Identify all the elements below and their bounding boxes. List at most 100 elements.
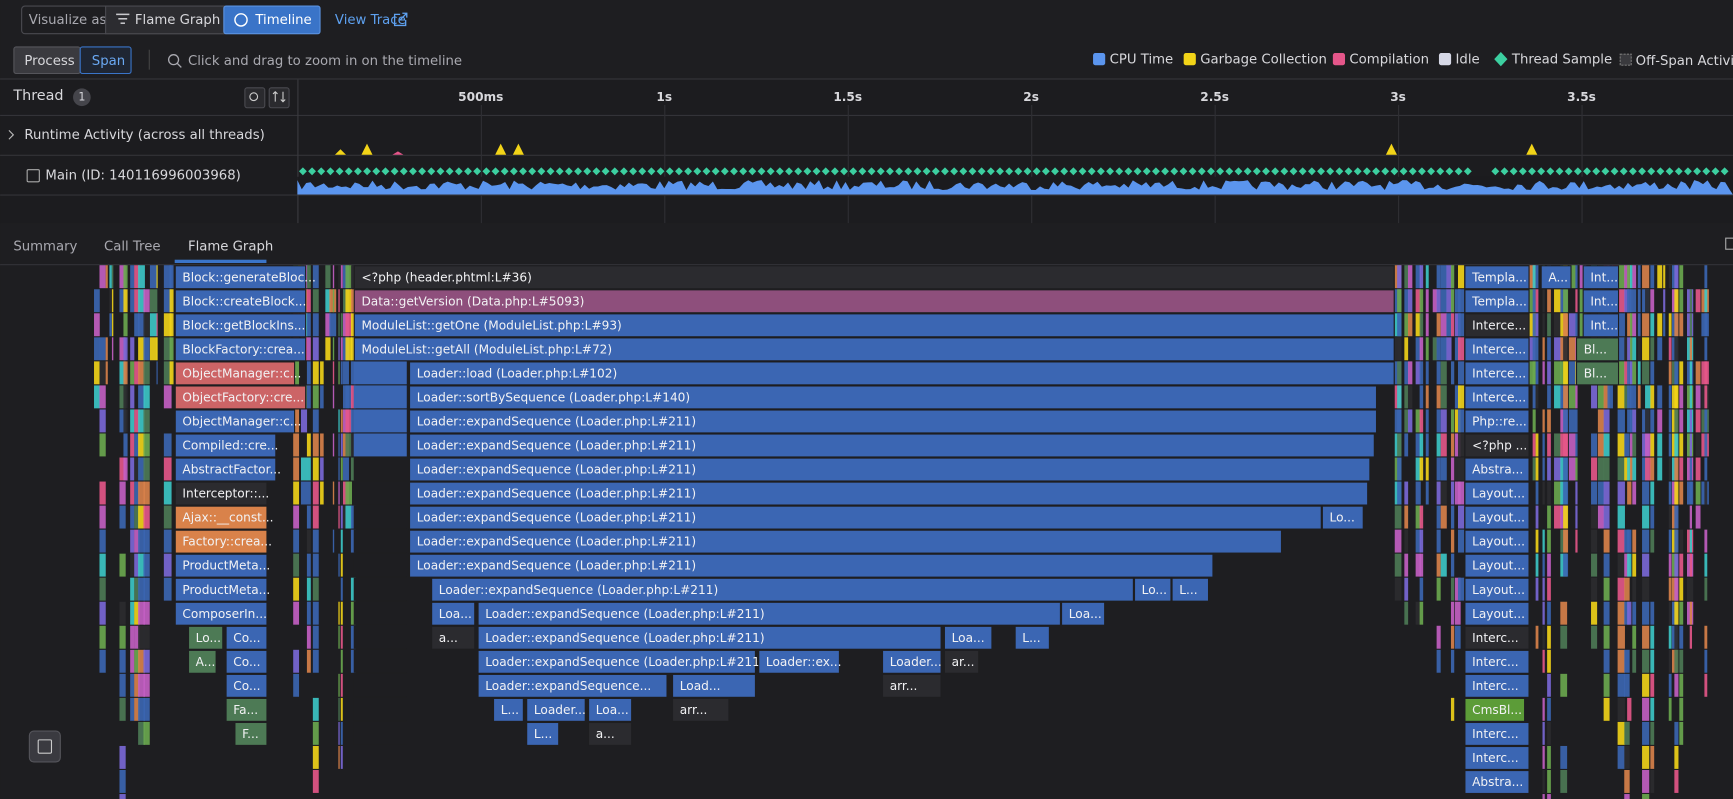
flame-frame[interactable] bbox=[174, 409, 296, 434]
flame-frame[interactable] bbox=[1464, 769, 1530, 795]
flame-frame[interactable] bbox=[353, 289, 1395, 314]
flame-frame[interactable] bbox=[1464, 385, 1530, 410]
flame-frame[interactable] bbox=[492, 697, 524, 722]
flame-frame[interactable] bbox=[174, 361, 296, 386]
flame-frame[interactable] bbox=[225, 673, 268, 698]
flame-frame[interactable] bbox=[1575, 337, 1620, 362]
flame-frame[interactable] bbox=[1014, 625, 1050, 650]
flame-frame[interactable] bbox=[1464, 577, 1530, 602]
flame-frame[interactable] bbox=[1464, 625, 1530, 650]
flame-frame[interactable] bbox=[1464, 361, 1530, 386]
flame-frame[interactable] bbox=[1540, 265, 1572, 290]
flame-frame[interactable] bbox=[1464, 265, 1530, 290]
flame-frame[interactable] bbox=[431, 625, 476, 650]
flame-frame[interactable] bbox=[174, 481, 268, 506]
span-button[interactable] bbox=[79, 46, 132, 75]
flame-frame[interactable] bbox=[174, 385, 307, 410]
flame-frame[interactable] bbox=[353, 313, 1395, 338]
flame-frame[interactable] bbox=[671, 673, 756, 698]
flame-frame[interactable] bbox=[526, 697, 586, 722]
flame-frame[interactable] bbox=[174, 457, 277, 482]
flame-frame[interactable] bbox=[174, 265, 307, 290]
flame-frame[interactable] bbox=[1464, 529, 1530, 554]
flame-frame[interactable] bbox=[1061, 601, 1106, 626]
flame-frame[interactable] bbox=[174, 433, 277, 458]
sidebar-toggle[interactable] bbox=[28, 730, 61, 763]
flame-frame[interactable] bbox=[1321, 505, 1364, 530]
flame-frame[interactable] bbox=[1464, 313, 1530, 338]
flame-frame[interactable] bbox=[174, 337, 307, 362]
flame-frame[interactable] bbox=[1464, 505, 1530, 530]
tab-active[interactable]: Flame Graph bbox=[188, 239, 273, 254]
flame-frame[interactable] bbox=[225, 625, 268, 650]
flame-frame[interactable] bbox=[408, 361, 1395, 386]
flame-frame[interactable] bbox=[225, 697, 268, 722]
flame-frame[interactable] bbox=[1575, 361, 1620, 386]
flame-frame[interactable] bbox=[174, 553, 268, 578]
flame-frame[interactable] bbox=[174, 577, 268, 602]
flame-frame[interactable] bbox=[431, 577, 1134, 602]
flame-frame[interactable] bbox=[408, 505, 1322, 530]
flame-frame[interactable] bbox=[408, 481, 1369, 506]
flame-frame[interactable] bbox=[174, 313, 307, 338]
flame-frame[interactable] bbox=[225, 649, 268, 674]
flame-frame[interactable] bbox=[174, 601, 268, 626]
flame-frame[interactable] bbox=[1464, 457, 1530, 482]
flame-frame[interactable] bbox=[1464, 721, 1530, 746]
tab[interactable]: Call Tree bbox=[104, 239, 161, 254]
flame-frame[interactable] bbox=[174, 505, 268, 530]
flame-frame[interactable] bbox=[1464, 649, 1530, 674]
flame-graph-button-label[interactable]: Flame Graph bbox=[135, 13, 220, 28]
flame-frame[interactable] bbox=[187, 649, 217, 674]
flame-frame[interactable] bbox=[1464, 673, 1530, 698]
process-label[interactable]: Process bbox=[24, 54, 74, 69]
flame-frame[interactable] bbox=[174, 289, 307, 314]
flame-frame[interactable] bbox=[1171, 577, 1210, 602]
flame-frame[interactable] bbox=[1464, 697, 1526, 722]
flame-frame[interactable] bbox=[1464, 433, 1530, 458]
flame-frame[interactable] bbox=[1464, 409, 1530, 434]
flame-frame[interactable] bbox=[408, 457, 1371, 482]
flame-frame[interactable] bbox=[1133, 577, 1172, 602]
search-button[interactable] bbox=[244, 87, 266, 109]
flame-frame[interactable] bbox=[1582, 313, 1620, 338]
flame-frame[interactable] bbox=[477, 625, 942, 650]
timeline-button[interactable] bbox=[223, 5, 321, 35]
flame-frame[interactable] bbox=[353, 265, 1395, 290]
flame-frame[interactable] bbox=[1582, 265, 1620, 290]
tab[interactable]: Summary bbox=[13, 239, 77, 254]
flame-frame[interactable] bbox=[1464, 289, 1530, 314]
flame-frame[interactable] bbox=[431, 601, 476, 626]
flame-frame[interactable] bbox=[408, 529, 1283, 554]
flame-frame[interactable] bbox=[174, 529, 268, 554]
flame-frame[interactable] bbox=[526, 721, 560, 746]
flame-frame[interactable] bbox=[1464, 481, 1530, 506]
flame-frame[interactable] bbox=[881, 649, 942, 674]
flame-frame[interactable] bbox=[1464, 337, 1530, 362]
flame-frame[interactable] bbox=[408, 553, 1214, 578]
flame-frame[interactable] bbox=[943, 625, 993, 650]
flame-frame[interactable] bbox=[943, 649, 980, 674]
flame-frame[interactable] bbox=[234, 721, 268, 746]
flame-frame[interactable] bbox=[477, 601, 1062, 626]
flame-frame[interactable] bbox=[353, 337, 1395, 362]
expand-chevron[interactable] bbox=[8, 130, 15, 140]
flame-frame[interactable] bbox=[477, 673, 668, 698]
flame-frame[interactable] bbox=[671, 697, 730, 722]
span-label[interactable]: Span bbox=[92, 54, 125, 69]
flame-frame[interactable] bbox=[588, 721, 633, 746]
flame-frame[interactable] bbox=[881, 673, 942, 698]
flame-frame[interactable] bbox=[1464, 553, 1530, 578]
flame-frame[interactable] bbox=[408, 385, 1378, 410]
flame-frame[interactable] bbox=[187, 625, 224, 650]
panel-toggle[interactable] bbox=[1725, 237, 1733, 250]
flame-frame[interactable] bbox=[588, 697, 633, 722]
flame-frame[interactable] bbox=[1464, 745, 1530, 770]
timeline-button-label[interactable]: Timeline bbox=[254, 13, 311, 28]
flame-frame[interactable] bbox=[1582, 289, 1620, 314]
flame-frame[interactable] bbox=[1464, 601, 1530, 626]
view-trace-link[interactable]: View Trace bbox=[335, 13, 406, 28]
sort-button[interactable] bbox=[268, 87, 290, 109]
flame-frame[interactable] bbox=[477, 649, 756, 674]
flame-frame[interactable] bbox=[408, 433, 1375, 458]
